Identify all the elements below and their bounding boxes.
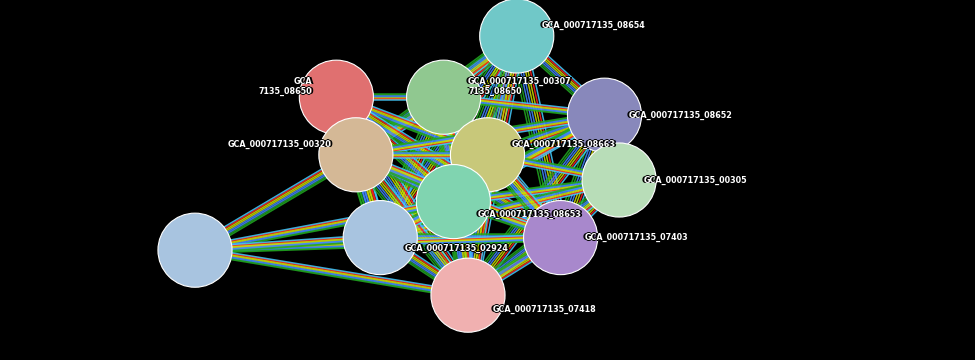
Text: GCA
7135_08650: GCA 7135_08650	[256, 77, 310, 96]
Text: GCA_000717135_00320: GCA_000717135_00320	[226, 139, 330, 149]
Ellipse shape	[319, 118, 393, 192]
Text: GCA_000717135_00305: GCA_000717135_00305	[645, 175, 749, 185]
Text: GCA_000717135_00307
7135_08650: GCA_000717135_00307 7135_08650	[468, 77, 571, 97]
Ellipse shape	[158, 213, 232, 287]
Text: GCA_000717135_02924: GCA_000717135_02924	[407, 244, 511, 253]
Ellipse shape	[567, 78, 642, 152]
Text: GCA_000717135_07403: GCA_000717135_07403	[585, 232, 688, 242]
Text: GCA_000717135_00307
7135_08650: GCA_000717135_00307 7135_08650	[468, 77, 571, 96]
Ellipse shape	[299, 60, 373, 134]
Text: GCA_000717135_08663: GCA_000717135_08663	[512, 139, 615, 149]
Text: GCA_000717135_08653: GCA_000717135_08653	[476, 210, 579, 219]
Text: GCA_000717135_08654: GCA_000717135_08654	[541, 20, 644, 29]
Text: GCA
7135_08650: GCA 7135_08650	[258, 77, 312, 97]
Text: GCA_000717135_08654: GCA_000717135_08654	[539, 21, 643, 30]
Text: GCA_000717135_02924: GCA_000717135_02924	[405, 243, 509, 252]
Text: GCA_000717135_00307
7135_08650: GCA_000717135_00307 7135_08650	[468, 76, 571, 95]
Text: GCA_000717135_08663: GCA_000717135_08663	[512, 139, 615, 148]
Text: GCA_000717135_07418: GCA_000717135_07418	[492, 304, 596, 314]
Text: GCA_000717135_02924: GCA_000717135_02924	[405, 244, 509, 254]
Text: GCA_000717135_08652: GCA_000717135_08652	[627, 111, 731, 120]
Text: GCA_000717135_08652: GCA_000717135_08652	[631, 111, 735, 120]
Text: GCA_000717135_08653: GCA_000717135_08653	[478, 210, 581, 220]
Text: GCA
7135_08650: GCA 7135_08650	[258, 77, 312, 96]
Text: GCA_000717135_00320: GCA_000717135_00320	[230, 139, 333, 149]
Ellipse shape	[343, 201, 417, 275]
Ellipse shape	[582, 143, 656, 217]
Text: GCA_000717135_00305: GCA_000717135_00305	[642, 175, 745, 185]
Text: GCA_000717135_00320: GCA_000717135_00320	[228, 140, 332, 149]
Text: GCA_000717135_08652: GCA_000717135_08652	[629, 111, 733, 121]
Ellipse shape	[416, 165, 490, 239]
Text: GCA_000717135_07403: GCA_000717135_07403	[585, 234, 688, 243]
Text: GCA_000717135_00307
7135_08650: GCA_000717135_00307 7135_08650	[466, 77, 569, 96]
Text: GCA_000717135_08654: GCA_000717135_08654	[543, 21, 646, 30]
Text: GCA_000717135_00305: GCA_000717135_00305	[644, 175, 747, 185]
Text: GCA_000717135_07418: GCA_000717135_07418	[494, 305, 598, 314]
Text: GCA_000717135_07403: GCA_000717135_07403	[587, 233, 690, 242]
Text: GCA_000717135_08653: GCA_000717135_08653	[480, 210, 583, 219]
Text: GCA_000717135_07418: GCA_000717135_07418	[492, 306, 596, 315]
Text: GCA
7135_08650: GCA 7135_08650	[260, 77, 314, 96]
Text: GCA_000717135_08663: GCA_000717135_08663	[514, 139, 617, 149]
Ellipse shape	[524, 201, 598, 275]
Text: GCA_000717135_02924: GCA_000717135_02924	[403, 244, 507, 253]
Text: GCA_000717135_08663: GCA_000717135_08663	[510, 139, 613, 149]
Text: GCA_000717135_08652: GCA_000717135_08652	[629, 110, 733, 119]
Text: GCA_000717135_08653: GCA_000717135_08653	[478, 209, 581, 218]
Text: GCA_000717135_02924: GCA_000717135_02924	[405, 244, 509, 253]
Ellipse shape	[450, 118, 525, 192]
Text: GCA_000717135_07403: GCA_000717135_07403	[583, 233, 686, 242]
Ellipse shape	[407, 60, 481, 134]
Text: GCA
7135_08650: GCA 7135_08650	[258, 76, 312, 95]
Text: GCA_000717135_00305: GCA_000717135_00305	[644, 175, 747, 184]
Text: GCA_000717135_00320: GCA_000717135_00320	[228, 139, 332, 149]
Text: GCA_000717135_07418: GCA_000717135_07418	[490, 305, 594, 314]
Text: GCA_000717135_07403: GCA_000717135_07403	[585, 233, 688, 242]
Text: GCA_000717135_08653: GCA_000717135_08653	[478, 210, 581, 219]
Text: GCA_000717135_08654: GCA_000717135_08654	[541, 21, 644, 31]
Text: GCA_000717135_00307
7135_08650: GCA_000717135_00307 7135_08650	[470, 77, 573, 96]
Text: GCA_000717135_00320: GCA_000717135_00320	[228, 139, 332, 148]
Ellipse shape	[431, 258, 505, 332]
Text: GCA_000717135_00305: GCA_000717135_00305	[644, 176, 747, 185]
Text: GCA_000717135_07418: GCA_000717135_07418	[492, 305, 596, 314]
Ellipse shape	[480, 0, 554, 73]
Text: GCA_000717135_08663: GCA_000717135_08663	[512, 140, 615, 149]
Text: GCA_000717135_08654: GCA_000717135_08654	[541, 21, 644, 30]
Text: GCA_000717135_08652: GCA_000717135_08652	[629, 111, 733, 120]
